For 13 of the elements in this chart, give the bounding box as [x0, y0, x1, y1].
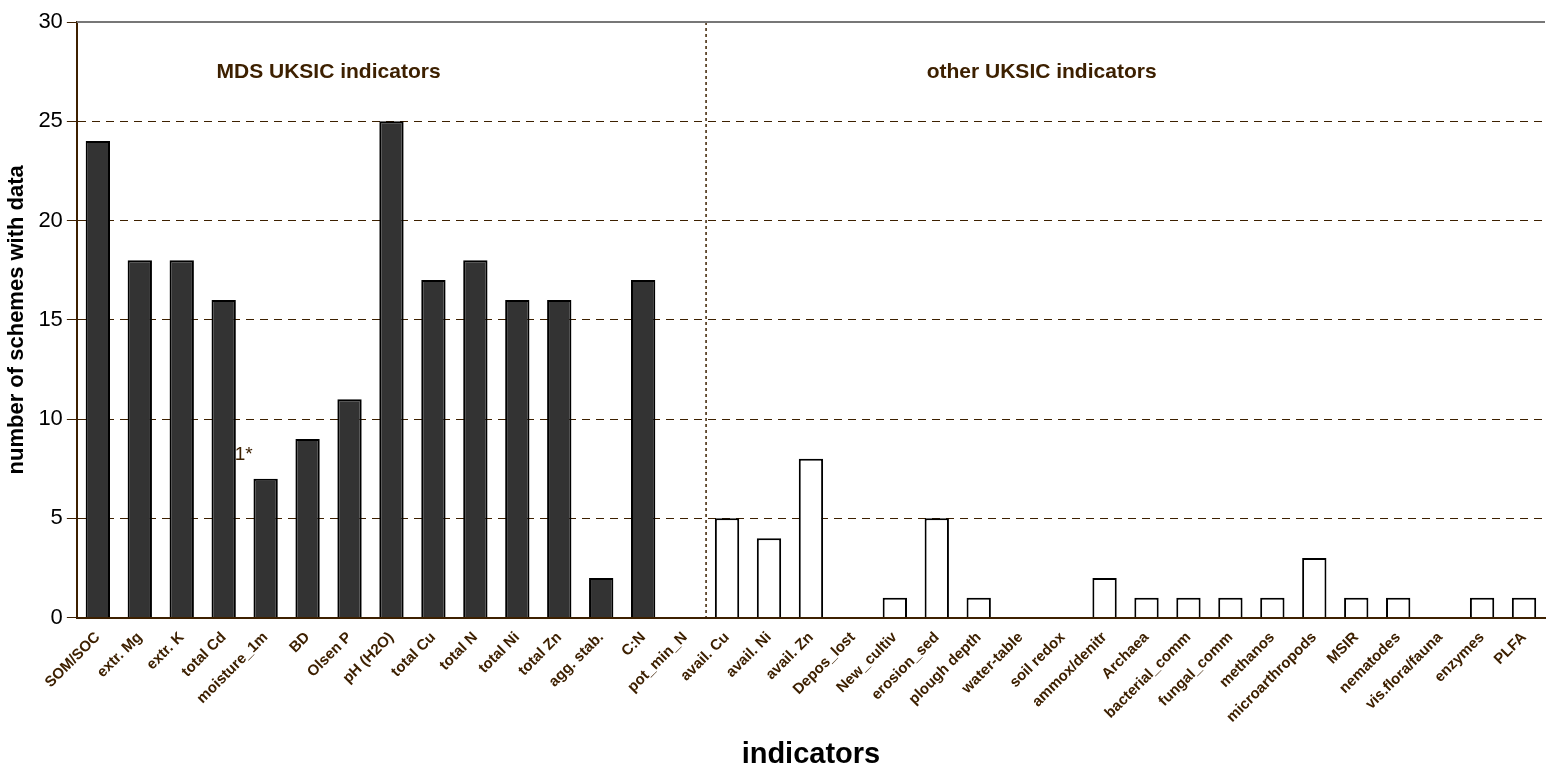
y-tick-label: 10 — [38, 405, 63, 431]
annotation: other UKSIC indicators — [926, 58, 1157, 82]
y-axis-title: number of schemes with data — [3, 164, 29, 475]
y-tick-label: 15 — [38, 305, 63, 331]
annotation: MDS UKSIC indicators — [216, 58, 441, 82]
y-tick-label: 20 — [38, 206, 63, 232]
y-tick-label: 25 — [38, 107, 63, 133]
y-tick-label: 30 — [38, 8, 63, 34]
y-tick-label: 0 — [50, 603, 63, 629]
x-tick-label: BD — [285, 627, 313, 656]
annotation: 1* — [234, 443, 254, 465]
x-axis-title: indicators — [741, 736, 881, 769]
y-tick-label: 5 — [50, 504, 63, 530]
